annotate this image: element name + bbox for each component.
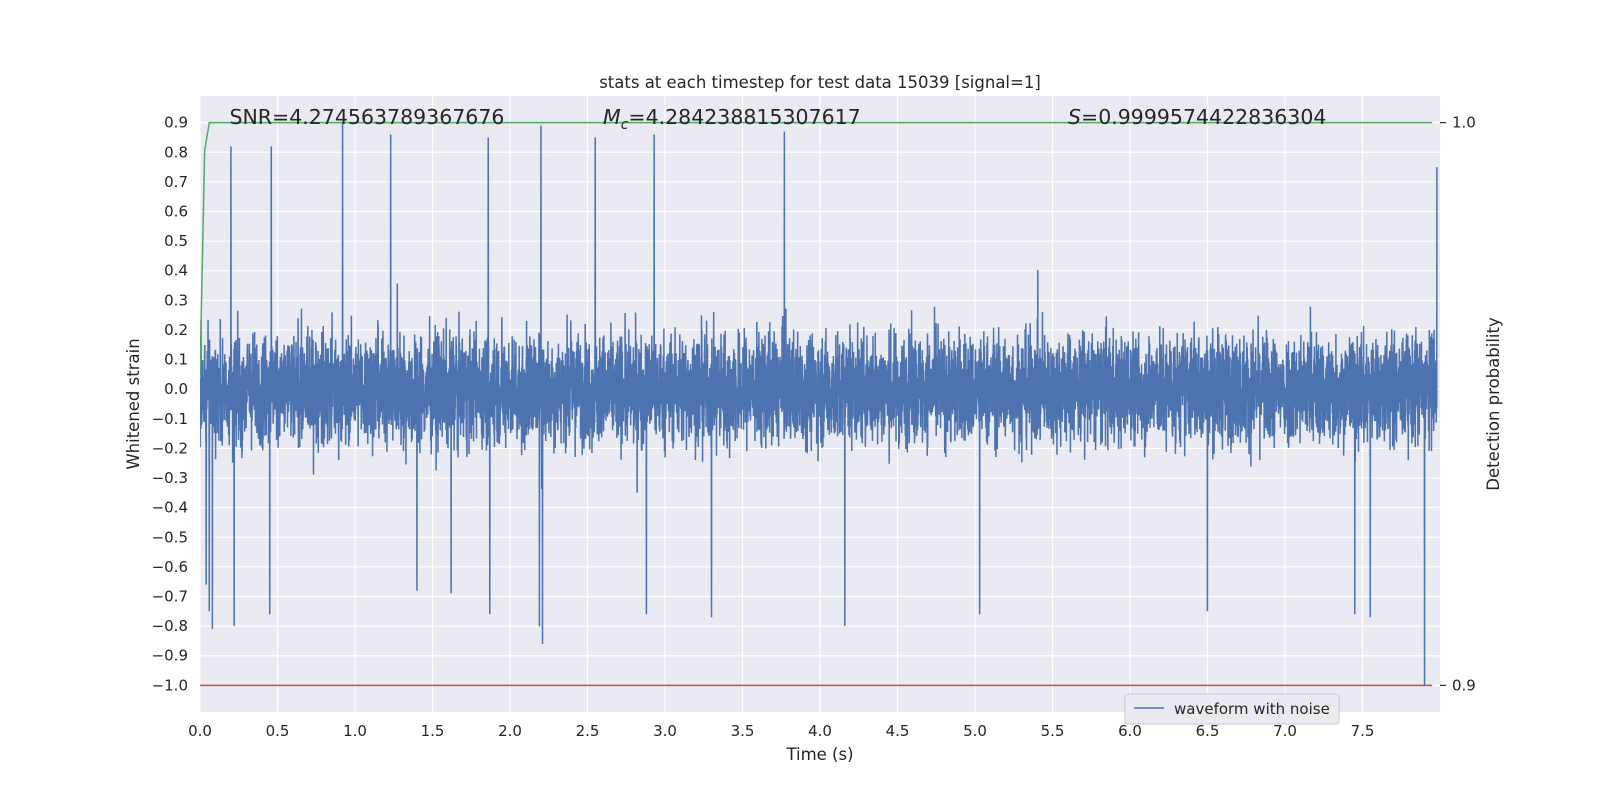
x-tick-label: 5.5 — [1041, 722, 1065, 740]
y-tick-label: 0.1 — [164, 351, 188, 369]
legend-box — [1124, 693, 1340, 725]
y2-axis-label: Detection probability — [1484, 317, 1503, 491]
y2-tick-label: 1.0 — [1452, 114, 1476, 132]
x-tick-label: 0.5 — [266, 722, 290, 740]
annotation: SNR=4.274563789367676 — [229, 105, 504, 129]
y-tick-label: −0.8 — [152, 617, 188, 635]
x-tick-label: 6.0 — [1118, 722, 1142, 740]
legend-label: waveform with noise — [1174, 700, 1330, 718]
x-axis-label: Time (s) — [785, 745, 853, 764]
x-tick-label: 2.5 — [576, 722, 600, 740]
y-tick-label: 0.9 — [164, 114, 188, 132]
x-tick-label: 7.0 — [1273, 722, 1297, 740]
x-tick-label: 6.5 — [1196, 722, 1220, 740]
detection-probability-line — [200, 121, 1433, 376]
y-tick-label: −0.7 — [152, 588, 188, 606]
x-tick-label: 1.0 — [343, 722, 367, 740]
x-tick-label: 2.0 — [498, 722, 522, 740]
y-axis-label: Whitened strain — [124, 338, 143, 469]
x-tick-label: 4.5 — [886, 722, 910, 740]
y-axis-ticks: −1.0 −0.9 −0.8 −0.7 −0.6 −0.5 −0.4 −0.3 −0.2 −0.1… — [152, 114, 188, 695]
x-axis-ticks: 0.0 0.5 1.0 1.5 2.0 2.5 3.0 3.5 4.0 4.5 5.0 5.5 6.0 6… — [188, 722, 1374, 740]
y-tick-label: 0.3 — [164, 291, 188, 309]
waveform-line — [200, 122, 1438, 686]
y-tick-label: −1.0 — [152, 676, 188, 694]
y2-tick-label: 0.9 — [1452, 676, 1476, 694]
y-tick-label: 0.4 — [164, 262, 188, 280]
y-tick-label: −0.4 — [152, 499, 188, 517]
y-tick-label: −0.2 — [152, 439, 188, 457]
x-tick-label: 5.0 — [963, 722, 987, 740]
x-tick-label: 4.0 — [808, 722, 832, 740]
y-tick-label: −0.3 — [152, 469, 188, 487]
annotation: S=0.9999574422836304 — [1068, 105, 1326, 129]
y-tick-label: 0.2 — [164, 321, 188, 339]
y-tick-label: 0.6 — [164, 203, 188, 221]
x-tick-label: 3.0 — [653, 722, 677, 740]
annotation: Mc=4.284238815307617 — [603, 105, 861, 133]
y-tick-label: −0.6 — [152, 558, 188, 576]
annotations: SNR=4.274563789367676 Mc=4.28423881530761… — [229, 105, 1326, 133]
y-tick-label: −0.5 — [152, 528, 188, 546]
x-tick-label: 0.0 — [188, 722, 212, 740]
y2-axis-ticks: 0.9 1.0 — [1440, 114, 1476, 694]
y-tick-label: 0.5 — [164, 232, 188, 250]
y-tick-label: 0.8 — [164, 143, 188, 161]
y-tick-label: 0.0 — [164, 380, 188, 398]
y-tick-label: −0.9 — [152, 647, 188, 665]
chart-title: stats at each timestep for test data 150… — [599, 73, 1041, 92]
y-tick-label: −0.1 — [152, 410, 188, 428]
legend: waveform with noise — [1124, 693, 1340, 725]
x-tick-label: 7.5 — [1351, 722, 1375, 740]
x-tick-label: 3.5 — [731, 722, 755, 740]
x-tick-label: 1.5 — [421, 722, 445, 740]
y-tick-label: 0.7 — [164, 173, 188, 191]
